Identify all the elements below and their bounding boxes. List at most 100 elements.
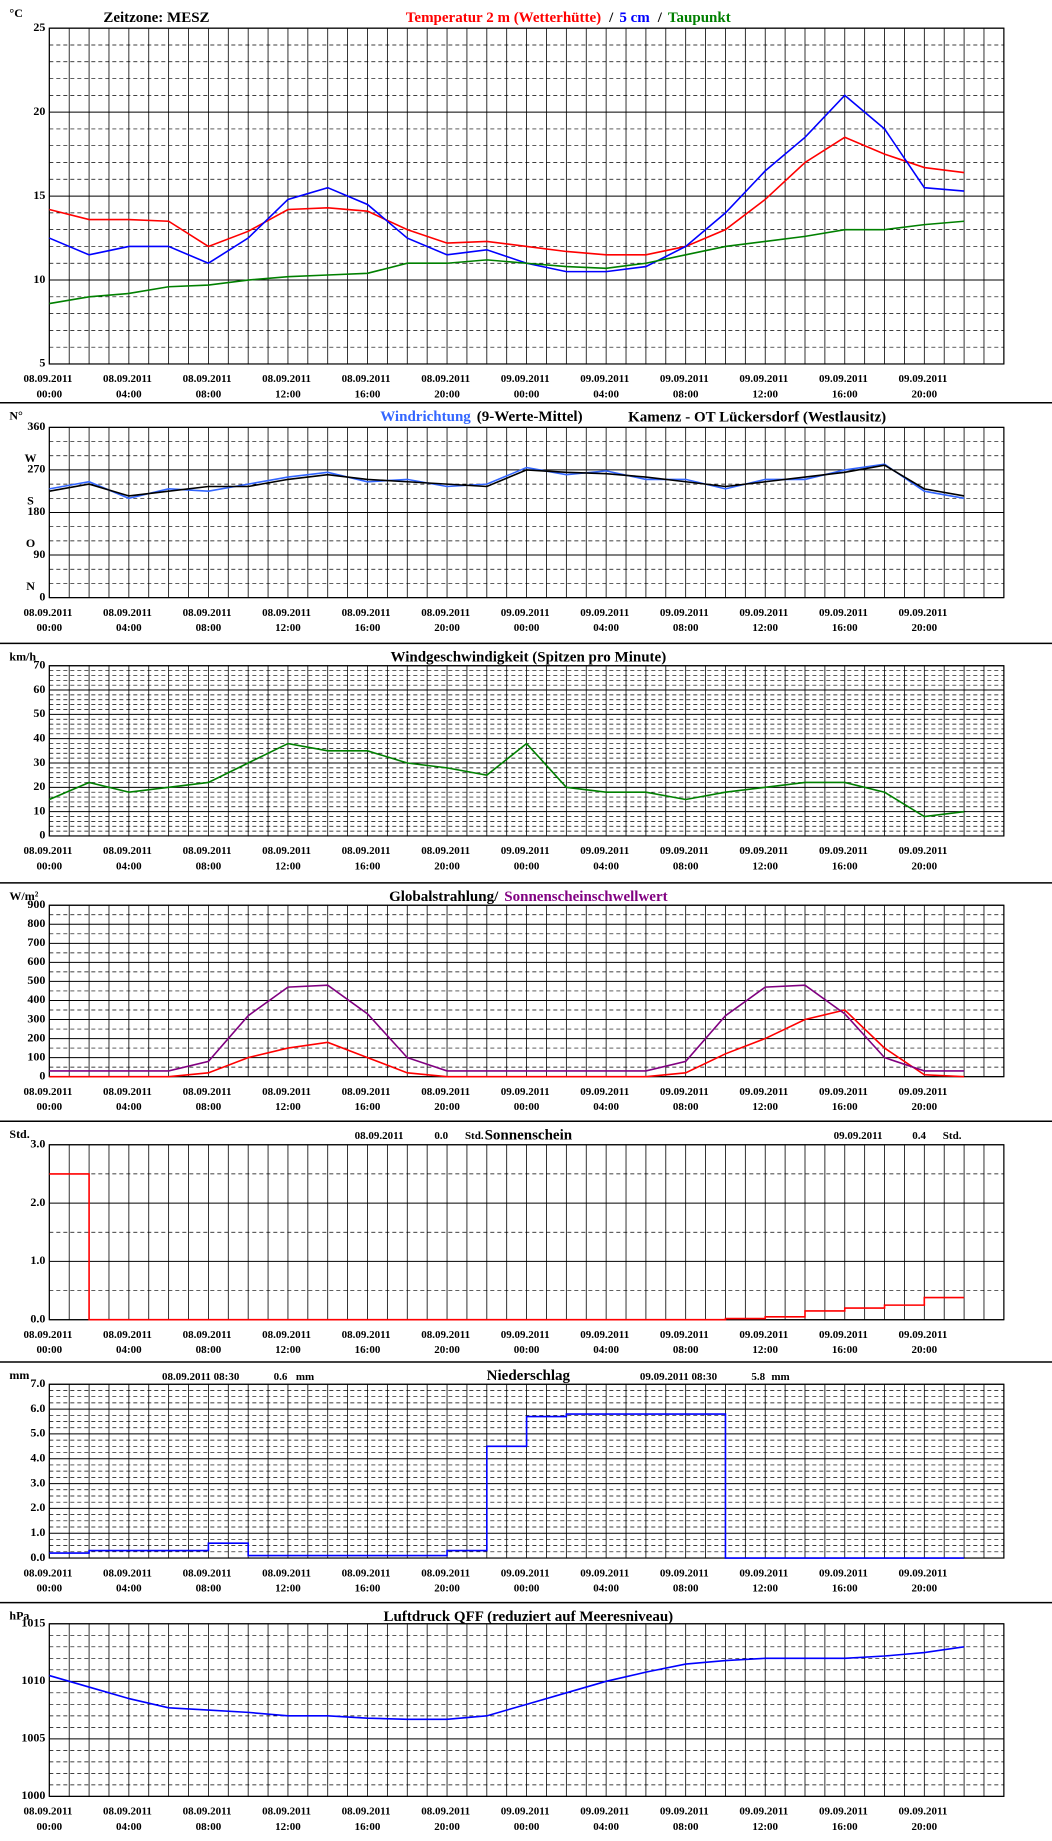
x-tick-date: 09.09.2011 — [898, 1805, 950, 1817]
x-tick-label: 08.09.2011 16:00 — [342, 1085, 394, 1112]
x-tick-date: 08.09.2011 — [421, 606, 473, 618]
unit-label: W/m² — [9, 889, 38, 903]
x-tick-date: 09.09.2011 — [739, 1567, 791, 1579]
y-tick-label: 200 — [27, 1030, 45, 1044]
x-tick-time: 20:00 — [434, 1582, 460, 1594]
x-tick-time: 16:00 — [355, 860, 381, 872]
y-tick-label: 5 — [39, 356, 45, 370]
x-tick-date: 08.09.2011 — [103, 1328, 155, 1340]
legend-entry: Taupunkt — [668, 10, 731, 26]
unit-label: Std. — [9, 1127, 29, 1141]
annotation: mm — [296, 1371, 314, 1383]
y-tick-label: 15 — [33, 188, 45, 202]
x-tick-date: 08.09.2011 — [421, 1805, 473, 1817]
x-tick-time: 20:00 — [911, 860, 937, 872]
y-tick-label: 2.0 — [30, 1195, 45, 1209]
x-tick-date: 09.09.2011 — [580, 1805, 632, 1817]
annotation: 08.09.2011 08:30 — [162, 1371, 240, 1383]
x-tick-label: 09.09.2011 20:00 — [898, 606, 950, 633]
y-tick-label: 900 — [27, 897, 45, 911]
x-tick-label: 08.09.2011 12:00 — [262, 606, 314, 633]
series-line — [49, 463, 965, 500]
x-tick-date: 09.09.2011 — [501, 845, 553, 857]
x-tick-time: 08:00 — [196, 1344, 222, 1356]
legend-entry: Windrichtung — [380, 409, 471, 425]
x-tick-label: 08.09.2011 00:00 — [23, 606, 75, 633]
x-tick-label: 09.09.2011 16:00 — [819, 1567, 871, 1594]
unit-label: hPa — [9, 1608, 29, 1622]
x-tick-date: 09.09.2011 — [580, 1328, 632, 1340]
x-tick-label: 08.09.2011 00:00 — [23, 1085, 75, 1112]
x-tick-date: 08.09.2011 — [262, 1328, 314, 1340]
y-tick-label: 1000 — [21, 1788, 45, 1802]
x-tick-time: 12:00 — [275, 1101, 301, 1113]
y-tick-label: 1015 — [21, 1616, 45, 1630]
x-tick-date: 09.09.2011 — [898, 373, 950, 385]
legend-entry: (9-Werte-Mittel) — [477, 409, 583, 425]
x-tick-label: 09.09.2011 16:00 — [819, 1805, 871, 1832]
x-tick-label: 08.09.2011 20:00 — [421, 373, 473, 400]
y-tick-label: 3.0 — [30, 1475, 45, 1489]
series-line — [49, 984, 965, 1072]
x-tick-date: 09.09.2011 — [898, 606, 950, 618]
x-tick-time: 04:00 — [593, 1582, 619, 1594]
series-line — [49, 1413, 965, 1559]
x-tick-label: 09.09.2011 12:00 — [739, 373, 791, 400]
x-tick-time: 16:00 — [355, 622, 381, 634]
x-tick-label: 09.09.2011 08:00 — [660, 1085, 712, 1112]
x-tick-date: 09.09.2011 — [501, 373, 553, 385]
x-tick-label: 08.09.2011 12:00 — [262, 1085, 314, 1112]
x-tick-time: 20:00 — [434, 388, 460, 400]
plot-border — [48, 1623, 1005, 1797]
x-tick-date: 08.09.2011 — [103, 845, 155, 857]
annotation: Std. — [943, 1130, 962, 1142]
x-tick-date: 08.09.2011 — [262, 1567, 314, 1579]
x-tick-time: 00:00 — [514, 1101, 540, 1113]
x-tick-time: 04:00 — [593, 1101, 619, 1113]
x-tick-time: 04:00 — [593, 622, 619, 634]
x-tick-label: 09.09.2011 12:00 — [739, 1567, 791, 1594]
x-tick-time: 08:00 — [196, 1582, 222, 1594]
legend-entry: 5 cm — [619, 10, 650, 26]
x-tick-label: 09.09.2011 08:00 — [660, 1328, 712, 1355]
x-tick-label: 08.09.2011 16:00 — [342, 1328, 394, 1355]
x-tick-date: 08.09.2011 — [23, 1328, 75, 1340]
y-tick-label: 4.0 — [30, 1450, 45, 1464]
x-tick-time: 08:00 — [673, 1101, 699, 1113]
y-tick-label: 500 — [27, 973, 45, 987]
x-tick-label: 08.09.2011 12:00 — [262, 373, 314, 400]
x-tick-label: 08.09.2011 04:00 — [103, 1328, 155, 1355]
title-text: Globalstrahlung/ — [389, 890, 499, 906]
x-tick-date: 08.09.2011 — [103, 1567, 155, 1579]
x-tick-time: 16:00 — [832, 622, 858, 634]
y-tick-label: 50 — [33, 706, 45, 720]
x-tick-time: 12:00 — [752, 1101, 778, 1113]
x-tick-date: 08.09.2011 — [262, 845, 314, 857]
x-tick-time: 00:00 — [514, 388, 540, 400]
x-tick-date: 09.09.2011 — [739, 373, 791, 385]
x-tick-label: 09.09.2011 12:00 — [739, 845, 791, 872]
x-tick-label: 09.09.2011 00:00 — [501, 606, 553, 633]
x-tick-label: 08.09.2011 20:00 — [421, 845, 473, 872]
y-tick-label: 270 — [27, 462, 45, 476]
x-tick-date: 09.09.2011 — [739, 1085, 791, 1097]
x-tick-time: 16:00 — [832, 860, 858, 872]
x-tick-date: 09.09.2011 — [660, 373, 712, 385]
title: Temperatur 2 m (Wetterhütte) / 5 cm / Taupun… — [406, 10, 731, 26]
x-tick-time: 08:00 — [196, 388, 222, 400]
x-tick-date: 09.09.2011 — [580, 1567, 632, 1579]
x-tick-label: 09.09.2011 08:00 — [660, 1567, 712, 1594]
x-tick-label: 09.09.2011 00:00 — [501, 1085, 553, 1112]
title: Windgeschwindigkeit (Spitzen pro Minute) — [390, 650, 666, 666]
x-tick-time: 20:00 — [434, 1820, 460, 1832]
x-tick-label: 08.09.2011 00:00 — [23, 1567, 75, 1594]
x-tick-label: 08.09.2011 12:00 — [262, 1328, 314, 1355]
y-tick-label: 1005 — [21, 1731, 45, 1745]
unit-label: km/h — [9, 649, 36, 663]
separator: / — [608, 10, 614, 26]
y-tick-label: 3.0 — [30, 1137, 45, 1151]
x-tick-time: 12:00 — [752, 388, 778, 400]
x-tick-date: 09.09.2011 — [898, 1085, 950, 1097]
x-tick-date: 08.09.2011 — [421, 1328, 473, 1340]
series-line — [49, 1646, 965, 1721]
